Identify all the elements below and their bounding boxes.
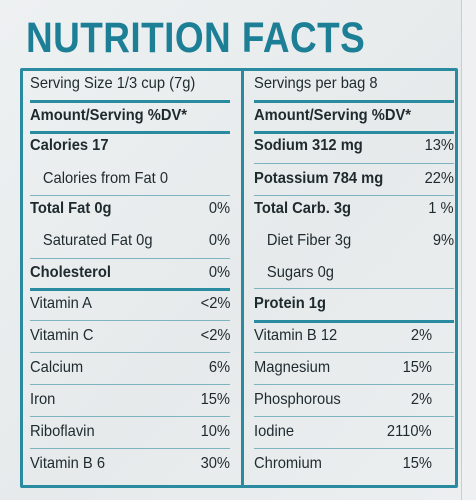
row-chromium: Chromium 15% [254,450,454,478]
row-calories-fat: Calories from Fat 0 [30,165,230,193]
row-protein: Protein 1g [254,290,454,318]
serving-size-text: Serving Size 1/3 cup (7g) [30,75,196,92]
nutrient-value: <2% [200,295,230,312]
rule [254,288,454,289]
rule [30,448,230,449]
nutrient-value: 9% [432,232,454,249]
nutrient-value: 10% [200,423,230,440]
nutrient-value: 1 % [428,200,454,217]
nutrient-name: Phosphorous [254,391,341,408]
row-iron: Iron 15% [30,386,230,414]
nutrient-name: Vitamin A [30,295,92,312]
row-iodine: Iodine 2110% [254,418,454,446]
rule [254,352,454,353]
left-header: Amount/Serving %DV* [30,102,230,130]
rule [30,416,230,417]
nutrient-value: 30% [200,455,230,472]
rule [30,352,230,353]
nutrient-name: Potassium 784 mg [254,170,384,187]
package-edge [461,0,476,500]
rule [254,131,454,134]
rule [254,320,454,323]
nutrient-name: Magnesium [254,359,331,376]
row-sugars: Sugars 0g [254,259,454,287]
row-calcium: Calcium 6% [30,354,230,382]
row-potassium: Potassium 784 mg 22% [254,165,454,193]
rule [30,100,230,103]
row-vitamin-b12: Vitamin B 12 2% [254,322,454,350]
rule [30,195,230,196]
nutrient-name: Iron [30,391,56,408]
nutrient-value: 22% [424,170,454,187]
nutrient-value: 2% [410,327,432,344]
rule [30,384,230,385]
nutrient-name: Total Carb. 3g [254,200,352,217]
rule [30,131,230,134]
nutrient-name: Diet Fiber 3g [266,232,352,249]
column-divider [241,68,244,488]
nutrient-value: 15% [200,391,230,408]
right-header-text: Amount/Serving %DV* [254,107,412,124]
row-total-carb: Total Carb. 3g 1 % [254,195,454,223]
rule [254,384,454,385]
rule [254,100,454,103]
row-vitamin-c: Vitamin C <2% [30,322,230,350]
nutrient-value: 15% [402,455,432,472]
nutrient-name: Cholesterol [30,264,111,281]
row-calories: Calories 17 [30,132,230,160]
nutrient-name: Vitamin B 12 [254,327,338,344]
nutrient-value: 2110% [387,423,432,440]
rule [254,448,454,449]
rule [30,320,230,321]
nutrient-name: Sugars 0g [266,264,334,281]
nutrient-value: 2% [410,391,432,408]
right-header: Amount/Serving %DV* [254,102,454,130]
row-riboflavin: Riboflavin 10% [30,418,230,446]
nutrient-name: Protein 1g [254,295,326,312]
nutrient-name: Iodine [254,423,295,440]
row-cholesterol: Cholesterol 0% [30,259,230,287]
row-total-fat: Total Fat 0g 0% [30,195,230,223]
nutrient-value: 13% [424,137,454,154]
nutrient-value: 15% [402,359,432,376]
row-magnesium: Magnesium 15% [254,354,454,382]
nutrient-name: Vitamin B 6 [30,455,106,472]
nutrient-name: Calories from Fat 0 [42,170,169,187]
nutrient-name: Vitamin C [30,327,94,344]
nutrient-name: Chromium [254,455,322,472]
rule [254,416,454,417]
serving-size: Serving Size 1/3 cup (7g) [30,70,230,98]
row-phosphorous: Phosphorous 2% [254,386,454,414]
nutrient-value: <2% [200,327,230,344]
left-header-text: Amount/Serving %DV* [30,107,188,124]
row-vitamin-a: Vitamin A <2% [30,290,230,318]
nutrient-value: 0% [208,264,230,281]
label-frame [20,68,458,488]
nutrient-name: Saturated Fat 0g [42,232,153,249]
nutrient-value: 6% [208,359,230,376]
label-title: NUTRITION FACTS [26,14,366,62]
nutrient-value: 0% [208,232,230,249]
nutrient-name: Riboflavin [30,423,95,440]
row-saturated-fat: Saturated Fat 0g 0% [30,227,230,255]
rule [30,258,230,259]
row-diet-fiber: Diet Fiber 3g 9% [254,227,454,255]
rule [254,163,454,164]
servings-text: Servings per bag 8 [254,75,378,92]
rule [30,288,230,291]
rule [254,195,454,196]
nutrient-name: Calories 17 [30,137,109,154]
nutrient-name: Total Fat 0g [30,200,112,217]
nutrient-name: Calcium [30,359,84,376]
nutrient-name: Sodium 312 mg [254,137,363,154]
nutrient-value: 0% [208,200,230,217]
row-vitamin-b6: Vitamin B 6 30% [30,450,230,478]
servings-per-bag: Servings per bag 8 [254,70,454,98]
row-sodium: Sodium 312 mg 13% [254,132,454,160]
